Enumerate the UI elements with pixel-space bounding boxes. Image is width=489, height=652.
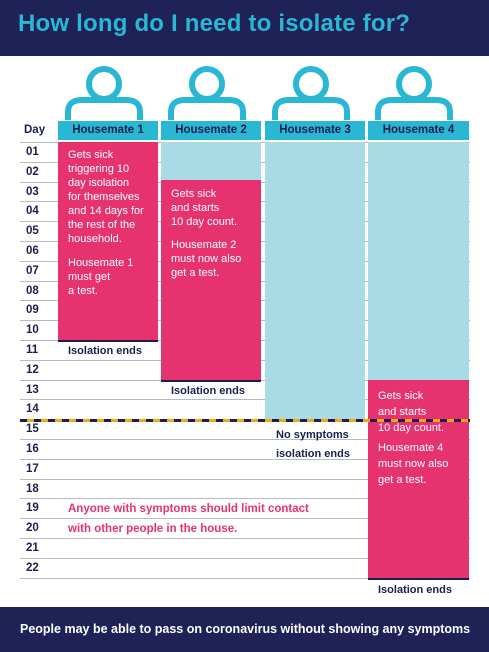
day-label: 07 <box>26 265 39 277</box>
row-separator <box>20 439 470 440</box>
person-icon <box>168 66 246 120</box>
housemate-3-header: Housemate 3 <box>265 121 365 140</box>
housemate-2-test-note: Housemate 2 must now also get a test. <box>171 239 242 279</box>
header-bar: How long do I need to isolate for? <box>0 0 489 56</box>
housemate-2-isolation-block: Gets sick and starts 10 day count. Housema… <box>161 180 261 380</box>
day-label: 19 <box>26 502 39 514</box>
day-label: 13 <box>26 384 39 396</box>
day-label: 16 <box>26 443 39 455</box>
day-label: 05 <box>26 225 39 237</box>
day-label: 10 <box>26 324 39 336</box>
housemate-1-end-line <box>58 340 158 342</box>
day-label: 03 <box>26 186 39 198</box>
page-title: How long do I need to isolate for? <box>18 10 411 37</box>
advice-line-2: with other people in the house. <box>68 523 238 535</box>
day-label: 14 <box>26 403 39 415</box>
day-label: 15 <box>26 423 39 435</box>
day-label: 17 <box>26 463 39 475</box>
housemate-4-isolation-ends: Isolation ends <box>378 584 452 596</box>
day-label: 18 <box>26 483 39 495</box>
row-separator <box>20 558 470 559</box>
row-separator <box>20 578 470 579</box>
day-label: 06 <box>26 245 39 257</box>
housemate-4-end-line <box>368 578 469 580</box>
day-label: 01 <box>26 146 39 158</box>
day-label: 02 <box>26 166 39 178</box>
housemate-4-isolation-block: Gets sick and starts 10 day count. Housema… <box>368 380 469 578</box>
day-label: 08 <box>26 285 39 297</box>
day-label: 22 <box>26 562 39 574</box>
housemate-3-no-symptoms-note: No symptoms isolation ends <box>276 429 350 460</box>
housemate-2-end-line <box>161 380 261 382</box>
row-separator <box>20 518 470 519</box>
person-icon <box>375 66 453 120</box>
housemate-4-header: Housemate 4 <box>368 121 469 140</box>
housemate-3-household-isolation <box>265 142 365 419</box>
row-separator <box>20 498 470 499</box>
housemate-4-test-note: Housemate 4 must now also get a test. <box>378 442 449 486</box>
housemate-1-description: Gets sick triggering 10 day isolation for t… <box>68 149 144 245</box>
day-column-header: Day <box>24 124 46 136</box>
housemate-2-isolation-ends: Isolation ends <box>171 385 245 397</box>
row-separator <box>20 538 470 539</box>
housemate-2-header: Housemate 2 <box>161 121 261 140</box>
day-label: 12 <box>26 364 39 376</box>
housemate-2-household-isolation <box>161 142 261 180</box>
day-label: 04 <box>26 205 39 217</box>
row-separator <box>20 479 470 480</box>
housemate-1-header: Housemate 1 <box>58 121 158 140</box>
housemate-1-test-note: Housemate 1 must get a test. <box>68 257 134 297</box>
housemate-4-household-isolation <box>368 142 469 380</box>
footer-bar: People may be able to pass on coronaviru… <box>0 607 489 652</box>
day-label: 09 <box>26 304 39 316</box>
day-label: 11 <box>26 344 39 356</box>
housemate-1-isolation-block: Gets sick triggering 10 day isolation for t… <box>58 142 158 340</box>
footer-message: People may be able to pass on coronaviru… <box>20 622 471 636</box>
household-isolation-end-divider <box>20 419 470 422</box>
housemate-1-isolation-ends: Isolation ends <box>68 345 142 357</box>
day-label: 20 <box>26 522 39 534</box>
day-label: 21 <box>26 542 39 554</box>
housemate-4-description: Gets sick and starts 10 day count. <box>378 390 445 434</box>
row-separator <box>20 399 470 400</box>
advice-line-1: Anyone with symptoms should limit contac… <box>68 503 309 515</box>
person-icon <box>272 66 350 120</box>
row-separator <box>20 459 470 460</box>
housemate-2-description: Gets sick and starts 10 day count. <box>171 188 238 228</box>
person-icon <box>65 66 143 120</box>
